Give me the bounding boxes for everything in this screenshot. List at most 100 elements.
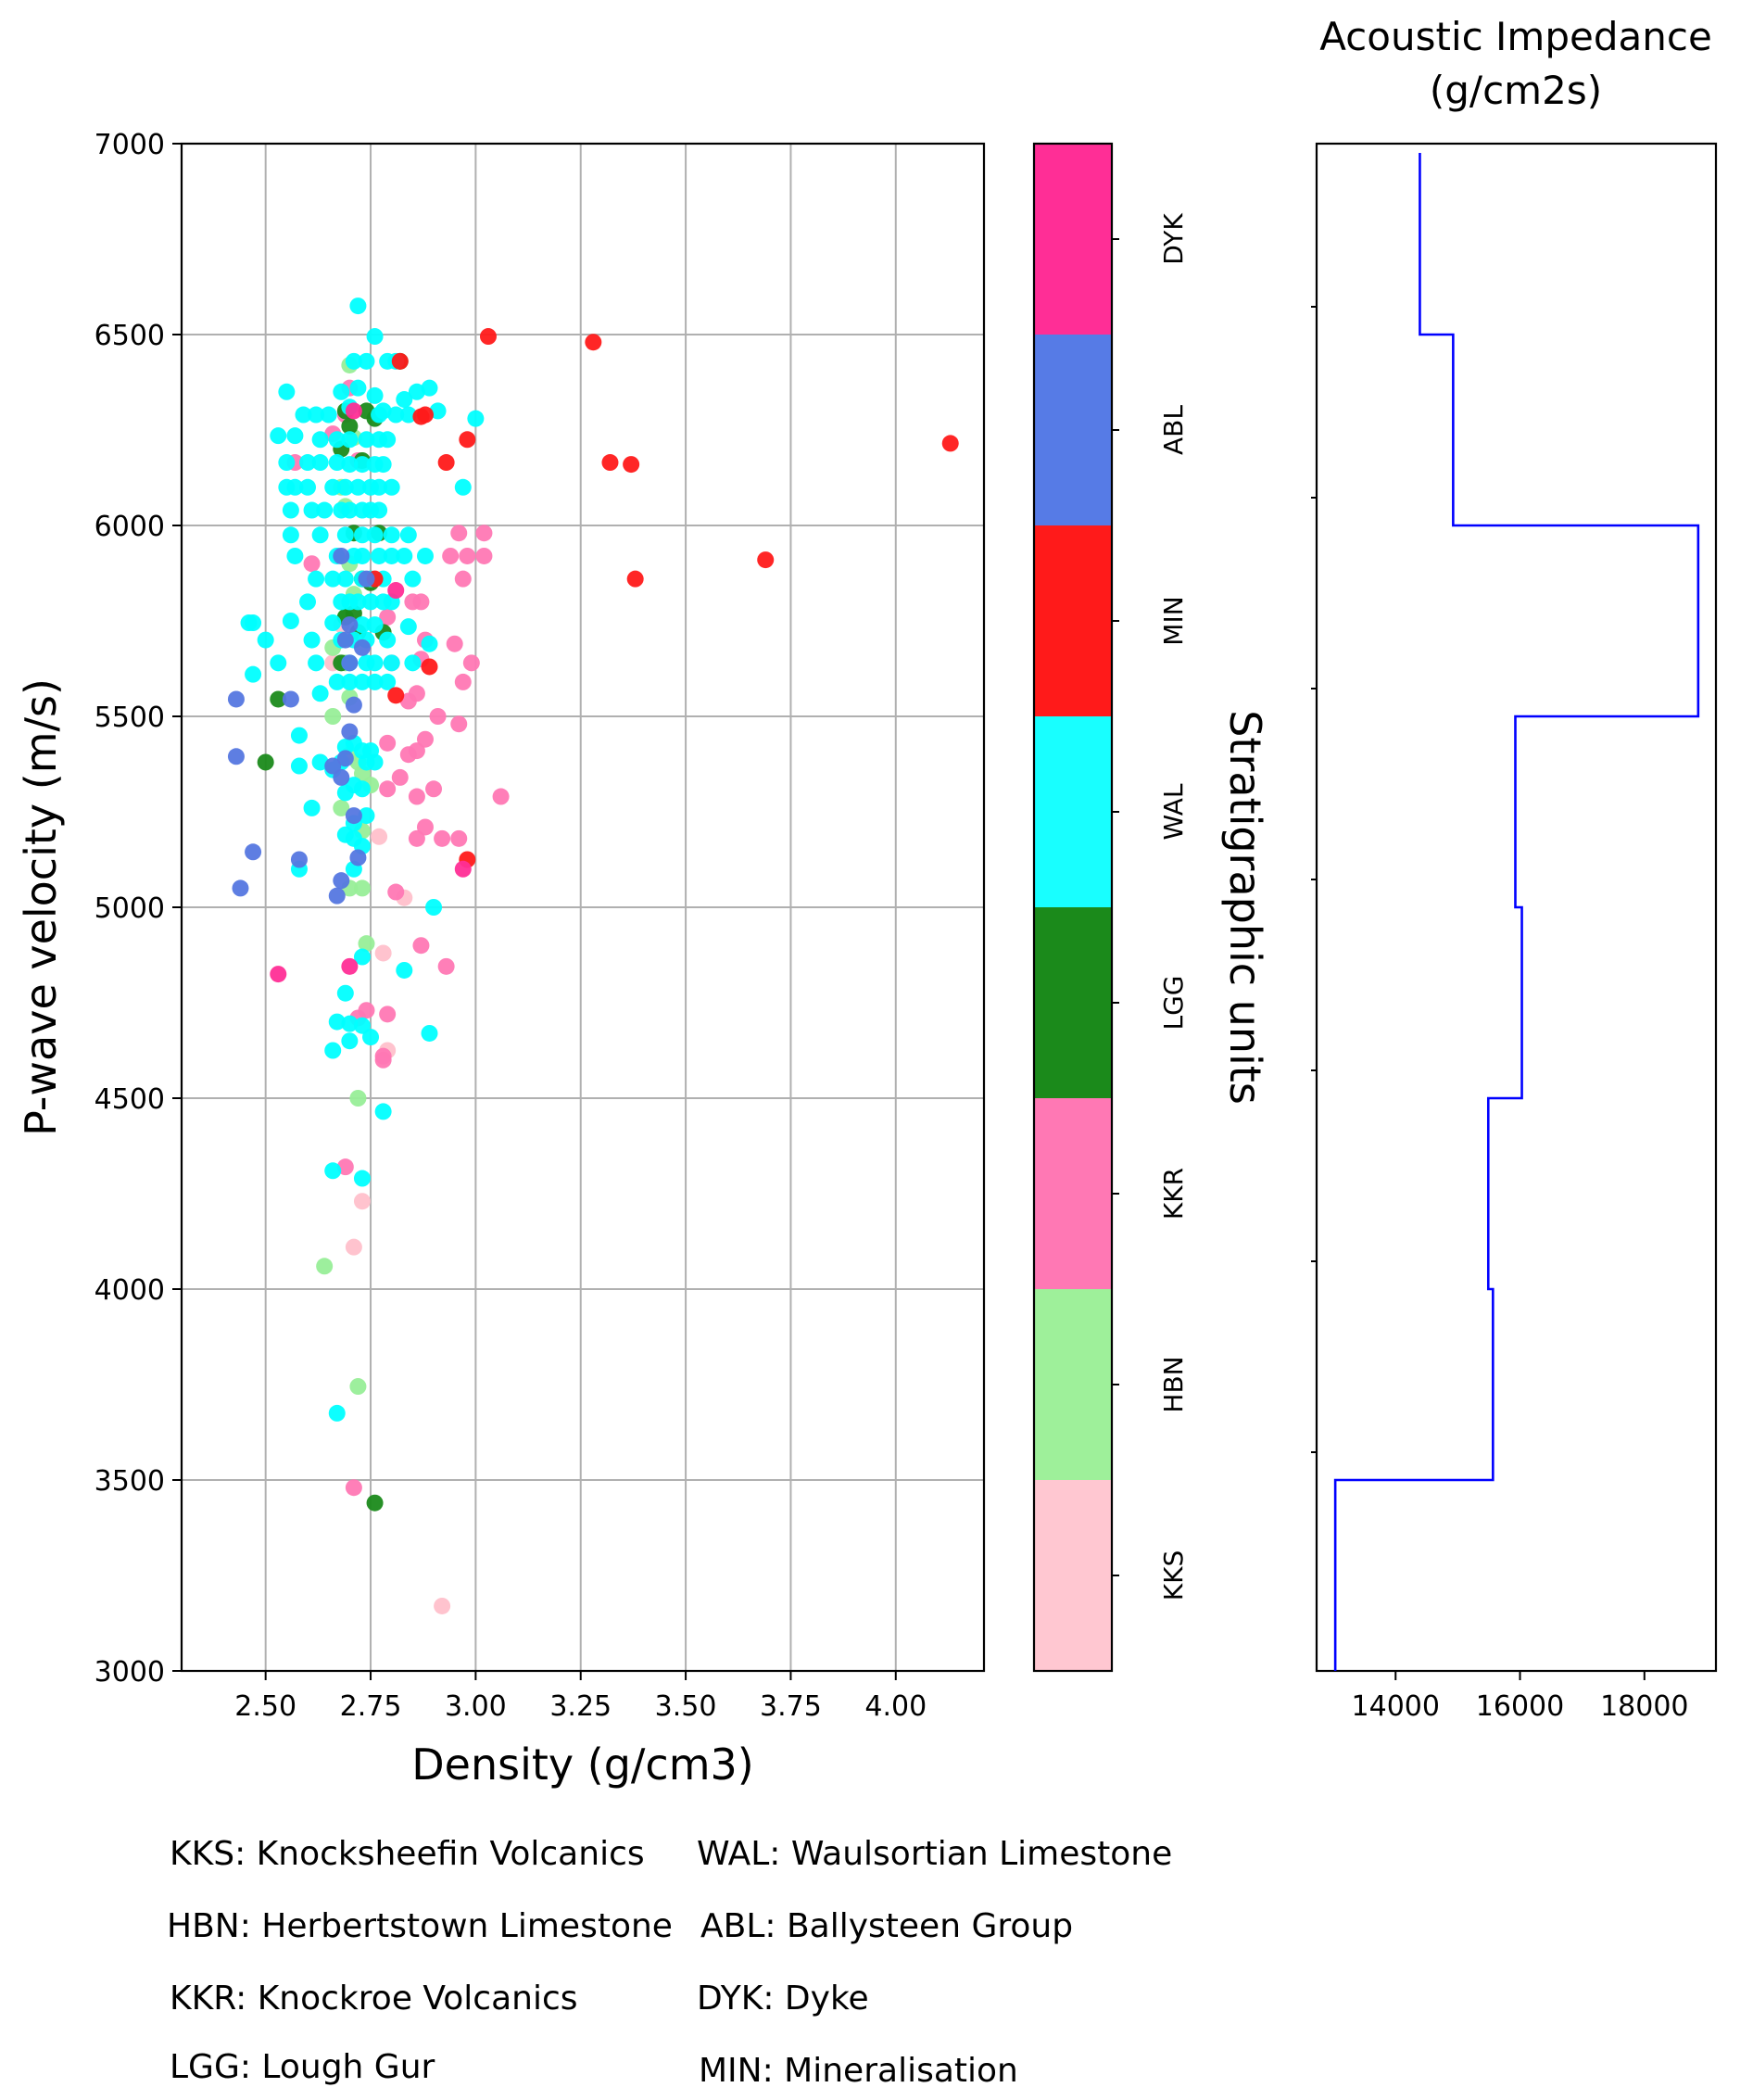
colorbar-label-lgg: LGG — [1158, 976, 1189, 1031]
scatter-point — [454, 673, 472, 690]
scatter-point — [349, 297, 367, 315]
scatter-point — [278, 383, 296, 400]
scatter-point — [245, 665, 262, 683]
legend-item-kks: KKS: Knocksheefin Volcanics — [170, 1835, 645, 1873]
scatter-point — [601, 454, 619, 472]
colorbar-segment-lgg — [1034, 907, 1112, 1098]
scatter-point — [366, 616, 384, 634]
colorbar-label-hbn: HBN — [1158, 1356, 1189, 1412]
scatter-point — [387, 883, 405, 901]
scatter-point — [412, 937, 430, 955]
scatter-point — [341, 673, 359, 690]
scatter-point — [257, 753, 274, 771]
scatter-point — [303, 631, 321, 649]
scatter-point — [328, 431, 346, 449]
scatter-y-axis-label: P-wave velocity (m/s) — [16, 678, 66, 1136]
scatter-x-tick-label: 3.25 — [549, 1690, 612, 1723]
scatter-point — [358, 352, 375, 370]
scatter-point — [585, 334, 602, 351]
scatter-point — [379, 780, 397, 798]
scatter-x-tick-label: 3.00 — [445, 1690, 507, 1723]
scatter-point — [328, 673, 346, 690]
scatter-point — [475, 547, 493, 564]
scatter-point — [345, 402, 362, 420]
scatter-point — [358, 570, 375, 588]
scatter-point — [353, 616, 371, 634]
scatter-point — [270, 427, 287, 445]
scatter-point — [336, 526, 354, 544]
scatter-point — [333, 547, 350, 564]
scatter-point — [366, 753, 384, 771]
scatter-y-tick-label: 5000 — [95, 892, 165, 925]
scatter-point — [270, 966, 287, 983]
scatter-point — [387, 582, 405, 600]
scatter-point — [336, 1158, 354, 1176]
scatter-point — [379, 631, 397, 649]
scatter-point — [311, 685, 329, 702]
scatter-point — [379, 608, 397, 626]
scatter-point — [353, 1017, 371, 1034]
scatter-point — [454, 478, 472, 496]
scatter-point — [286, 427, 304, 445]
scatter-y-tick-label: 6000 — [95, 511, 165, 543]
scatter-point — [232, 879, 249, 897]
scatter-point — [324, 478, 342, 496]
scatter-point — [353, 1193, 371, 1210]
colorbar-frame — [1032, 142, 1114, 1673]
scatter-point — [328, 1013, 346, 1031]
scatter-point — [341, 616, 359, 634]
colorbar-label-kks: KKS — [1158, 1550, 1189, 1601]
scatter-point — [437, 454, 455, 472]
scatter-point — [421, 635, 438, 652]
scatter-point — [371, 478, 388, 496]
scatter-point — [353, 780, 371, 798]
scatter-point — [336, 478, 354, 496]
scatter-point — [320, 406, 337, 424]
scatter-point — [349, 593, 367, 611]
series-dyk — [270, 402, 472, 983]
scatter-point — [374, 456, 392, 474]
scatter-point — [353, 879, 371, 897]
scatter-point — [366, 654, 384, 672]
scatter-point — [286, 478, 304, 496]
scatter-point — [475, 525, 493, 542]
legend-item-abl: ABL: Ballysteen Group — [700, 1907, 1074, 1945]
scatter-point — [442, 547, 460, 564]
scatter-point — [366, 328, 384, 346]
scatter-point — [308, 570, 325, 588]
scatter-point — [408, 383, 425, 400]
scatter-point — [379, 1006, 397, 1023]
scatter-point — [362, 1029, 380, 1046]
scatter-x-ticks: 2.50 2.75 3.00 3.25 3.50 3.75 4.00 — [234, 1671, 927, 1723]
scatter-x-tick-label: 3.75 — [760, 1690, 822, 1723]
scatter-point — [626, 570, 644, 588]
scatter-point — [492, 788, 510, 805]
scatter-point — [396, 391, 413, 409]
scatter-point — [467, 410, 485, 427]
scatter-point — [341, 723, 359, 740]
colorbar-segment-dyk — [1034, 144, 1112, 335]
legend-item-wal: WAL: Waulsortian Limestone — [697, 1835, 1173, 1873]
scatter-point — [358, 1002, 375, 1019]
scatter-point — [371, 501, 388, 519]
scatter-point — [379, 431, 397, 449]
scatter-point — [353, 948, 371, 966]
scatter-point — [404, 570, 422, 588]
scatter-point — [408, 685, 425, 702]
scatter-point — [353, 673, 371, 690]
scatter-point — [227, 690, 245, 708]
scatter-point — [387, 687, 405, 704]
scatter-point — [353, 547, 371, 564]
scatter-point — [371, 547, 388, 564]
scatter-point — [387, 406, 405, 424]
scatter-point — [282, 613, 299, 629]
scatter-point — [454, 860, 472, 878]
impedance-x-tick-label: 16000 — [1476, 1690, 1564, 1723]
colorbar-segment-kkr — [1034, 1098, 1112, 1289]
scatter-point — [358, 807, 375, 825]
scatter-point — [345, 696, 362, 714]
colorbar-segment-wal — [1034, 716, 1112, 907]
impedance-x-tick-label: 18000 — [1600, 1690, 1688, 1723]
scatter-point — [429, 708, 447, 725]
scatter-point — [328, 454, 346, 472]
